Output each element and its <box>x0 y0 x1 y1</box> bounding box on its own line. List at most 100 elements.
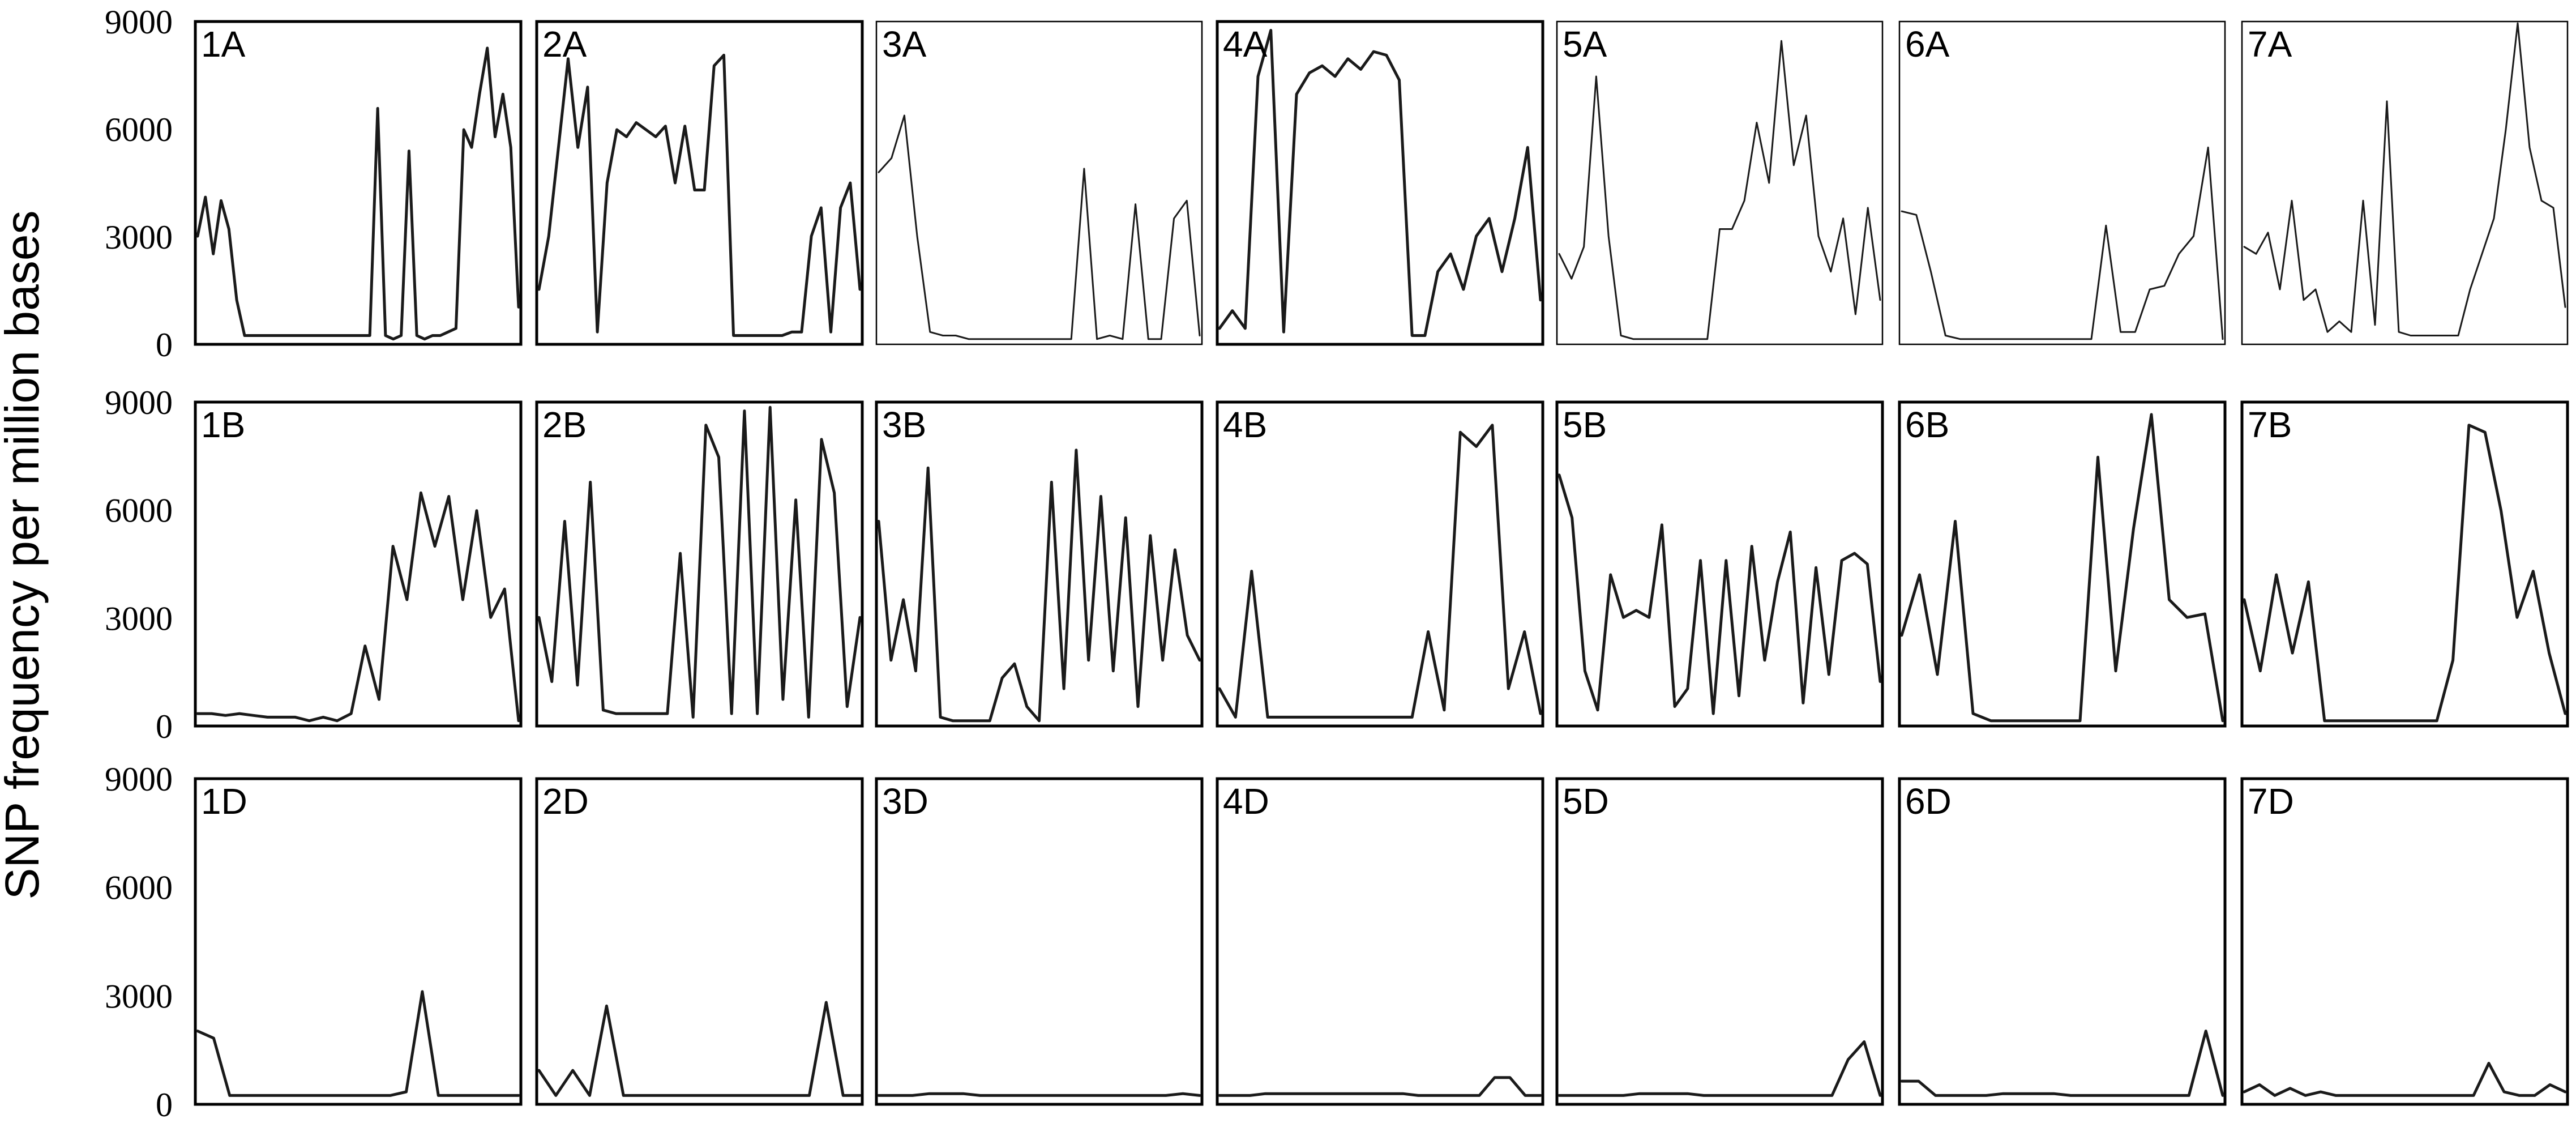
panel-frame <box>1555 777 1884 1106</box>
y-axis-label: SNP frequency per million bases <box>0 210 49 899</box>
series-line-3D <box>877 1092 1201 1097</box>
series-line-4B <box>1218 424 1542 719</box>
chart-panels: 1A 2A 3A 4A 5A 6A 7A 1B 2B 3B 4B 5B 6B 7B 1D 2D 3D 4D 5D 6D… <box>194 20 2569 1106</box>
panel-6B: 6B <box>1898 400 2227 728</box>
panel-label: 6A <box>1905 24 1950 65</box>
panel-4A: 4A <box>1216 20 1544 346</box>
series-line-4A <box>1218 29 1542 337</box>
y-tick-label: 0 <box>156 708 173 745</box>
panel-3B: 3B <box>875 400 1204 728</box>
series-line-7A <box>2243 22 2566 336</box>
panel-5A: 5A <box>1556 20 1884 345</box>
series-line-7D <box>2243 1062 2567 1097</box>
panel-7D: 7D <box>2240 777 2569 1106</box>
panel-3A: 3A <box>875 20 1203 345</box>
panel-label: 4D <box>1223 781 1269 822</box>
panel-frame <box>875 777 1204 1106</box>
y-tick-label: 6000 <box>105 869 173 907</box>
series-line-5A <box>1558 40 1881 340</box>
panel-label: 4B <box>1223 404 1267 445</box>
panel-frame <box>875 400 1204 728</box>
y-tick-label: 3000 <box>105 219 173 256</box>
y-tick-label: 6000 <box>105 492 173 530</box>
series-line-5D <box>1557 1040 1882 1097</box>
panel-6D: 6D <box>1898 777 2227 1106</box>
series-line-1B <box>196 491 520 723</box>
panel-label: 5B <box>1563 404 1607 445</box>
panel-2B: 2B <box>535 400 864 728</box>
panel-label: 5D <box>1563 781 1609 822</box>
y-tick-label: 0 <box>156 326 173 364</box>
series-line-4D <box>1218 1076 1542 1097</box>
panel-frame <box>535 777 864 1106</box>
series-line-5B <box>1557 473 1882 715</box>
panel-5B: 5B <box>1555 400 1884 728</box>
series-line-2B <box>537 405 862 719</box>
panel-4B: 4B <box>1216 400 1544 728</box>
panel-label: 1D <box>201 781 247 822</box>
panel-label: 4A <box>1223 24 1268 65</box>
panel-label: 2D <box>542 781 589 822</box>
panel-frame <box>2240 400 2569 728</box>
panel-frame <box>1556 20 1884 345</box>
panel-1D: 1D <box>194 777 523 1106</box>
series-line-2D <box>537 1001 862 1097</box>
panel-frame <box>1555 400 1884 728</box>
panel-1A: 1A <box>194 20 523 346</box>
panel-7A: 7A <box>2241 20 2569 345</box>
panel-3D: 3D <box>875 777 1204 1106</box>
panel-frame <box>194 20 523 346</box>
panel-label: 5A <box>1563 24 1607 65</box>
panel-frame <box>1898 777 2227 1106</box>
y-tick-label: 0 <box>156 1086 173 1123</box>
y-tick-label: 9000 <box>105 384 173 421</box>
y-tick-label: 3000 <box>105 977 173 1015</box>
panel-frame <box>1898 20 2226 345</box>
panel-7B: 7B <box>2240 400 2569 728</box>
panel-label: 1B <box>201 404 245 445</box>
panel-2D: 2D <box>535 777 864 1106</box>
y-tick-label: 3000 <box>105 600 173 637</box>
y-tick-label: 9000 <box>105 3 173 41</box>
panel-label: 6B <box>1905 404 1949 445</box>
panel-frame <box>875 20 1203 345</box>
series-line-3B <box>877 449 1201 723</box>
panel-label: 3B <box>882 404 926 445</box>
panel-frame <box>194 777 523 1106</box>
y-tick-label: 6000 <box>105 111 173 148</box>
panel-frame <box>535 400 864 728</box>
series-line-1A <box>196 46 520 341</box>
series-line-2A <box>537 53 862 337</box>
panel-label: 2B <box>542 404 587 445</box>
panel-frame <box>2240 777 2569 1106</box>
panel-frame <box>1216 777 1544 1106</box>
panel-frame <box>1216 20 1544 346</box>
series-line-3A <box>878 114 1201 340</box>
panel-label: 7A <box>2248 24 2292 65</box>
panel-6A: 6A <box>1898 20 2226 345</box>
panel-label: 1A <box>201 24 246 65</box>
panel-frame <box>1216 400 1544 728</box>
panel-label: 7B <box>2248 404 2292 445</box>
panel-4D: 4D <box>1216 777 1544 1106</box>
y-tick-label: 9000 <box>105 761 173 798</box>
panel-5D: 5D <box>1555 777 1884 1106</box>
panel-frame <box>194 400 523 728</box>
y-axis-ticks: 9000 6000 3000 0 9000 6000 3000 0 9000 6000 3000 0 <box>105 3 173 1123</box>
panel-frame <box>535 20 864 346</box>
panel-label: 7D <box>2248 781 2294 822</box>
panel-label: 2A <box>542 24 587 65</box>
panel-1B: 1B <box>194 400 523 728</box>
panel-label: 3A <box>882 24 927 65</box>
panel-frame <box>2241 20 2569 345</box>
series-line-6D <box>1900 1030 2224 1097</box>
panel-label: 6D <box>1905 781 1952 822</box>
panel-frame <box>1898 400 2227 728</box>
series-line-6A <box>1901 146 2224 340</box>
series-line-1D <box>196 990 520 1097</box>
series-line-6B <box>1900 413 2224 723</box>
series-line-7B <box>2243 424 2567 723</box>
panel-2A: 2A <box>535 20 864 346</box>
panel-label: 3D <box>882 781 928 822</box>
